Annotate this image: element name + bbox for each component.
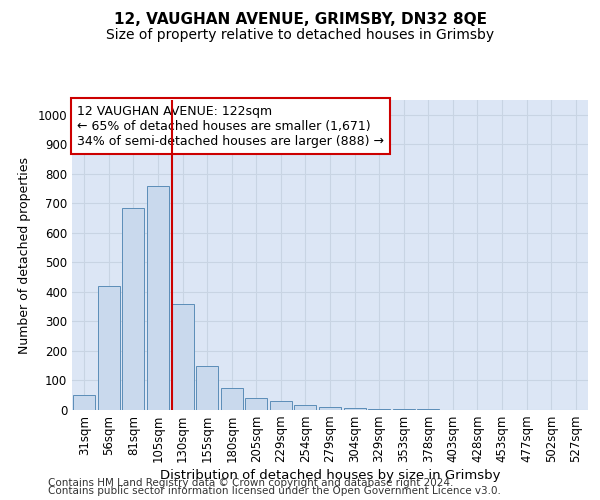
Bar <box>319 407 341 410</box>
Bar <box>196 366 218 410</box>
Bar <box>245 398 268 410</box>
Bar <box>270 401 292 410</box>
Y-axis label: Number of detached properties: Number of detached properties <box>17 156 31 354</box>
Bar <box>98 286 120 410</box>
Text: Contains public sector information licensed under the Open Government Licence v3: Contains public sector information licen… <box>48 486 501 496</box>
Text: Contains HM Land Registry data © Crown copyright and database right 2024.: Contains HM Land Registry data © Crown c… <box>48 478 454 488</box>
Bar <box>344 408 365 410</box>
Bar <box>221 388 243 410</box>
X-axis label: Distribution of detached houses by size in Grimsby: Distribution of detached houses by size … <box>160 470 500 482</box>
Bar <box>368 408 390 410</box>
Bar <box>147 186 169 410</box>
Bar <box>172 304 194 410</box>
Bar <box>122 208 145 410</box>
Bar <box>295 404 316 410</box>
Bar <box>73 395 95 410</box>
Text: 12, VAUGHAN AVENUE, GRIMSBY, DN32 8QE: 12, VAUGHAN AVENUE, GRIMSBY, DN32 8QE <box>113 12 487 28</box>
Bar <box>392 409 415 410</box>
Text: 12 VAUGHAN AVENUE: 122sqm
← 65% of detached houses are smaller (1,671)
34% of se: 12 VAUGHAN AVENUE: 122sqm ← 65% of detac… <box>77 104 384 148</box>
Text: Size of property relative to detached houses in Grimsby: Size of property relative to detached ho… <box>106 28 494 42</box>
